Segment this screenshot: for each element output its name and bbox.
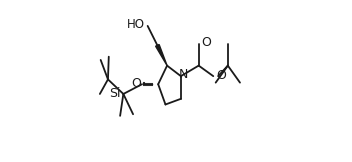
Polygon shape [156, 45, 167, 66]
Text: Si: Si [109, 87, 121, 100]
Text: O: O [131, 77, 141, 90]
Text: N: N [179, 68, 188, 81]
Text: HO: HO [126, 18, 144, 31]
Text: O: O [216, 69, 226, 82]
Text: O: O [202, 36, 212, 49]
